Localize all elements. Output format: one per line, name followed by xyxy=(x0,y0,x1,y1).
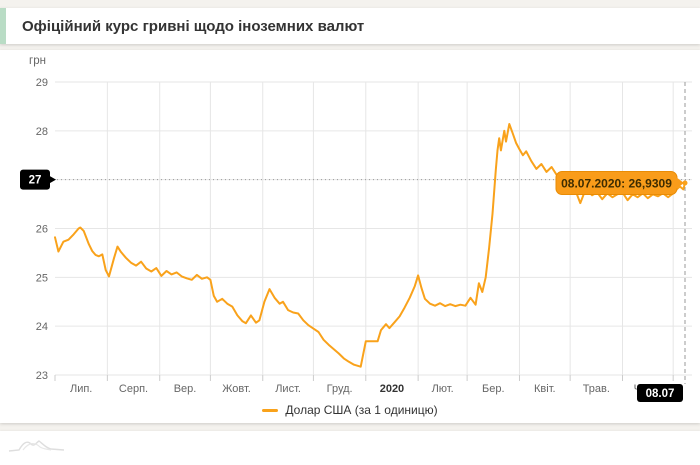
crosshair-x-label xyxy=(637,384,683,402)
next-widget-preview xyxy=(0,431,700,465)
axis-label: 28 xyxy=(36,126,48,138)
axis-label: 25 xyxy=(36,272,48,284)
axis-label: Трав. xyxy=(583,383,610,395)
crosshair-y-label-text: 27 xyxy=(29,175,42,187)
legend-line-icon xyxy=(262,408,279,412)
chart-card: 23 24 25 26 28 29 грн Лип. Серп. Вер. Жовт. Лист. Гр… xyxy=(0,50,700,423)
hover-point xyxy=(682,180,688,186)
axis-label: 23 xyxy=(36,370,48,382)
crosshair-y-label-arrow-icon xyxy=(49,175,56,184)
axis-label: Груд. xyxy=(327,383,353,395)
legend-item-usd[interactable]: Долар США (за 1 одиницю) xyxy=(262,403,438,417)
tooltip-arrow-icon xyxy=(676,177,684,190)
axis-label: Бер. xyxy=(482,383,505,395)
axis-label: 24 xyxy=(36,321,48,333)
sparkline-icon xyxy=(8,440,65,452)
page-title: Офіційний курс гривні щодо іноземних вал… xyxy=(22,17,365,35)
axis-label: Вер. xyxy=(174,383,197,395)
series-line-usd xyxy=(54,123,686,368)
chart-legend: Долар США (за 1 одиницю) xyxy=(0,402,700,418)
axis-label: Серп. xyxy=(119,383,148,395)
panel-header: Офіційний курс гривні щодо іноземних вал… xyxy=(0,8,700,44)
axis-label: Лют. xyxy=(432,383,454,395)
axis-label: 2020 xyxy=(380,383,404,395)
axis-label: Жовт. xyxy=(222,383,251,395)
crosshair-y-label xyxy=(20,169,50,190)
exchange-rate-chart[interactable]: 23 24 25 26 28 29 грн Лип. Серп. Вер. Жовт. Лист. Гр… xyxy=(0,50,700,402)
legend-label: Долар США (за 1 одиницю) xyxy=(285,403,438,417)
axis-label: Лист. xyxy=(275,383,301,395)
axis-label: Квіт. xyxy=(534,383,556,395)
axis-label: 29 xyxy=(36,77,48,89)
axis-label: 26 xyxy=(36,224,48,236)
crosshair-x-label-text: 08.07 xyxy=(646,388,675,400)
axis-label: Лип. xyxy=(70,383,92,395)
axis-label: грн xyxy=(29,55,46,67)
tooltip-text: 08.07.2020: 26,9309 xyxy=(561,177,672,191)
